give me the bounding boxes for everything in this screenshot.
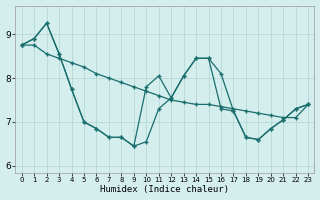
- X-axis label: Humidex (Indice chaleur): Humidex (Indice chaleur): [100, 185, 229, 194]
